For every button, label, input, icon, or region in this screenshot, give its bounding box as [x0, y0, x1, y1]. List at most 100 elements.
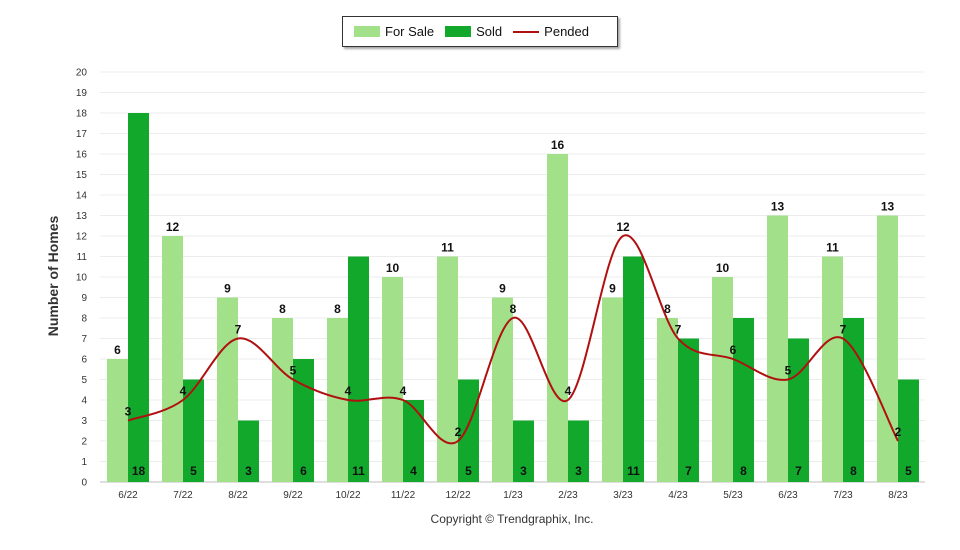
data-label-pended: 4 [565, 384, 572, 398]
x-tick-label: 5/23 [723, 490, 743, 501]
data-label-for-sale: 8 [664, 302, 671, 316]
bar-sold [898, 379, 919, 482]
data-label-sold: 8 [850, 464, 857, 478]
data-label-for-sale: 10 [386, 261, 400, 275]
y-tick-label: 17 [76, 129, 88, 140]
data-label-sold: 18 [132, 464, 146, 478]
copyright: Copyright © Trendgraphix, Inc. [430, 512, 594, 526]
data-label-pended: 4 [345, 384, 352, 398]
legend-label-for-sale: For Sale [385, 24, 435, 39]
data-label-for-sale: 9 [609, 282, 616, 296]
y-tick-label: 5 [81, 375, 87, 386]
x-axis-ticks: 6/22 7/22 8/22 9/22 10/22 11/22 12/22 1/23 2/23 3… [118, 490, 908, 501]
bar-sold [788, 338, 809, 482]
y-tick-label: 3 [81, 416, 87, 427]
x-tick-label: 1/23 [503, 490, 523, 501]
bar-for-sale [712, 277, 733, 482]
data-label-sold: 6 [300, 464, 307, 478]
y-tick-label: 13 [76, 211, 88, 222]
y-tick-label: 11 [77, 252, 88, 263]
bar-for-sale [162, 236, 183, 482]
y-tick-label: 0 [81, 478, 87, 489]
pended-line [127, 234, 899, 445]
bar-sold [458, 379, 479, 482]
y-tick-label: 15 [76, 170, 88, 181]
y-tick-label: 7 [81, 334, 87, 345]
legend-label-pended: Pended [544, 24, 589, 39]
bar-sold [403, 400, 424, 482]
legend-label-sold: Sold [476, 24, 503, 39]
bar-sold [128, 113, 149, 482]
data-label-for-sale: 8 [334, 302, 341, 316]
y-tick-label: 16 [76, 150, 88, 161]
legend-item-pended[interactable]: Pended [513, 24, 589, 39]
bar-sold [568, 420, 589, 482]
x-tick-label: 7/22 [173, 490, 193, 501]
data-label-for-sale: 13 [881, 200, 895, 214]
data-label-pended: 7 [840, 323, 847, 337]
y-tick-label: 12 [76, 232, 88, 243]
data-label-sold: 3 [520, 464, 527, 478]
data-label-sold: 5 [465, 464, 472, 478]
data-label-sold: 7 [685, 464, 692, 478]
bar-for-sale [382, 277, 403, 482]
x-tick-label: 6/23 [778, 490, 798, 501]
data-label-for-sale: 9 [224, 282, 231, 296]
x-tick-label: 8/23 [888, 490, 908, 501]
y-tick-label: 4 [81, 396, 87, 407]
data-label-pended: 3 [125, 405, 132, 419]
data-label-pended: 6 [730, 343, 737, 357]
x-tick-label: 11/22 [391, 490, 416, 501]
bar-sold [843, 318, 864, 482]
data-label-pended: 4 [180, 384, 187, 398]
data-label-pended: 7 [675, 323, 682, 337]
data-label-pended: 5 [785, 364, 792, 378]
data-label-pended: 7 [235, 323, 242, 337]
data-label-for-sale: 11 [826, 241, 839, 255]
data-label-sold: 7 [795, 464, 802, 478]
data-label-for-sale: 13 [771, 200, 785, 214]
y-tick-label: 9 [81, 293, 87, 304]
x-tick-label: 9/22 [283, 490, 303, 501]
bar-for-sale [437, 256, 458, 482]
y-tick-label: 2 [81, 437, 87, 448]
bar-sold [623, 256, 644, 482]
bar-for-sale [547, 154, 568, 482]
bar-sold [183, 379, 204, 482]
bar-for-sale [822, 256, 843, 482]
data-label-for-sale: 11 [441, 241, 454, 255]
bar-for-sale [107, 359, 128, 482]
data-label-pended: 4 [400, 384, 407, 398]
x-tick-label: 8/22 [228, 490, 248, 501]
data-labels: 6181259386811104115931639118710813711813… [114, 138, 912, 478]
legend-item-sold[interactable]: Sold [445, 24, 502, 39]
legend-item-for-sale[interactable]: For Sale [354, 24, 434, 39]
pended-swatch [513, 30, 540, 33]
for-sale-swatch [354, 26, 380, 37]
y-tick-label: 20 [76, 68, 88, 79]
y-tick-label: 1 [81, 457, 87, 468]
bar-for-sale [767, 215, 788, 482]
bar-sold [513, 420, 534, 482]
bar-for-sale [327, 318, 348, 482]
data-label-pended: 2 [895, 425, 902, 439]
bar-for-sale [217, 297, 238, 482]
y-tick-label: 18 [76, 109, 88, 120]
data-label-sold: 8 [740, 464, 747, 478]
x-tick-label: 6/22 [118, 490, 138, 501]
data-label-pended: 5 [290, 364, 297, 378]
bar-for-sale [602, 297, 623, 482]
bar-sold [733, 318, 754, 482]
data-label-sold: 4 [410, 464, 417, 478]
data-label-for-sale: 10 [716, 261, 730, 275]
x-tick-label: 12/22 [445, 490, 470, 501]
data-label-sold: 5 [905, 464, 912, 478]
legend: For Sale Sold Pended [342, 16, 618, 47]
bar-for-sale [492, 297, 513, 482]
data-label-for-sale: 8 [279, 302, 286, 316]
bar-sold [293, 359, 314, 482]
x-tick-label: 3/23 [613, 490, 633, 501]
y-tick-label: 14 [76, 191, 88, 202]
y-tick-label: 19 [76, 88, 88, 99]
